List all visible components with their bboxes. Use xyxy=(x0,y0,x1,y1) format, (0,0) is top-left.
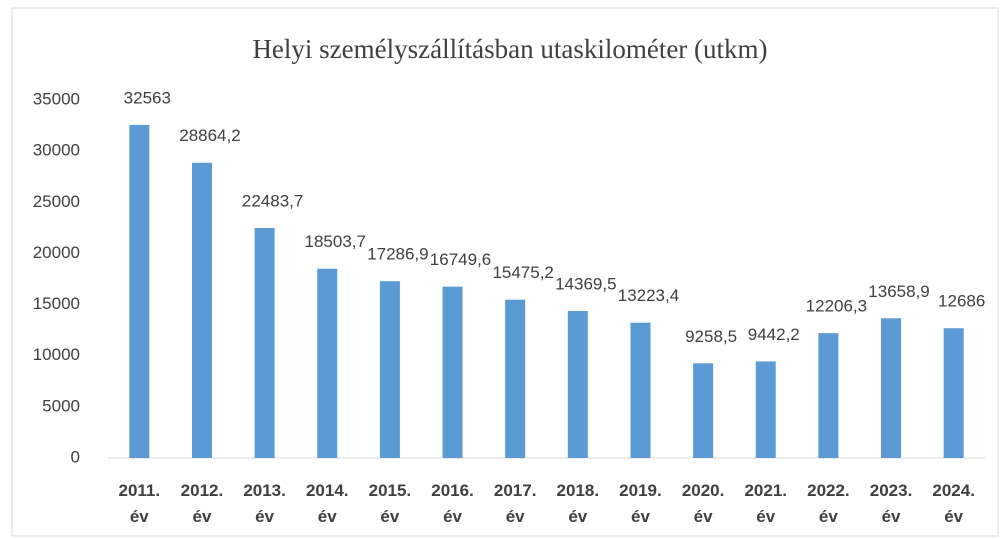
data-label: 28864,2 xyxy=(179,126,240,145)
data-label: 22483,7 xyxy=(242,192,303,211)
x-tick-label: 2017. év xyxy=(493,481,537,526)
bar xyxy=(818,333,839,458)
bar xyxy=(379,281,400,458)
bar xyxy=(442,286,463,458)
x-tick-label: 2021. év xyxy=(744,481,788,526)
data-label: 13658,9 xyxy=(868,282,929,301)
y-tick-label: 5000 xyxy=(42,396,80,415)
bar xyxy=(693,363,714,458)
x-tick-label: 2024. év xyxy=(932,481,975,526)
data-label: 13223,4 xyxy=(618,286,679,305)
y-tick-label: 35000 xyxy=(33,89,80,108)
x-tick-label: 2016. év xyxy=(431,481,474,526)
bar xyxy=(317,268,338,458)
y-tick-label: 30000 xyxy=(33,141,80,160)
data-label: 17286,9 xyxy=(367,245,428,264)
x-tick-label: 2014. év xyxy=(305,481,349,526)
data-label: 9258,5 xyxy=(685,327,737,346)
x-tick-label: 2018. év xyxy=(556,481,600,526)
bar xyxy=(567,311,588,458)
data-label: 9442,2 xyxy=(748,325,800,344)
data-label: 18503,7 xyxy=(305,232,366,251)
data-label: 16749,6 xyxy=(430,250,491,269)
bar xyxy=(630,322,651,458)
bar xyxy=(755,361,776,458)
y-tick-label: 10000 xyxy=(33,345,80,364)
bar xyxy=(881,318,902,458)
y-tick-label: 20000 xyxy=(33,243,80,262)
chart-border xyxy=(11,7,999,537)
x-tick-label: 2023. év xyxy=(869,481,913,526)
x-tick-label: 2015. év xyxy=(368,481,412,526)
x-tick-label: 2022. év xyxy=(807,481,850,526)
data-label: 12206,3 xyxy=(806,297,867,316)
data-label: 32563 xyxy=(124,88,171,107)
x-tick-label: 2019. év xyxy=(619,481,662,526)
bar xyxy=(191,162,212,458)
x-tick-label: 2011. év xyxy=(118,481,161,526)
data-label: 14369,5 xyxy=(555,275,616,294)
bar xyxy=(129,124,150,458)
bar xyxy=(943,328,964,458)
y-tick-label: 15000 xyxy=(33,294,80,313)
x-tick-label: 2020. év xyxy=(681,481,725,526)
x-tick-label: 2013. év xyxy=(243,481,286,526)
y-tick-label: 0 xyxy=(71,447,80,466)
data-label: 15475,2 xyxy=(492,263,553,282)
chart-title: Helyi személyszállításban utaskilométer … xyxy=(252,34,767,64)
y-tick-label: 25000 xyxy=(33,192,80,211)
x-tick-label: 2012. év xyxy=(180,481,224,526)
bar xyxy=(254,228,275,458)
data-label: 12686 xyxy=(938,292,985,311)
bar xyxy=(505,299,526,458)
